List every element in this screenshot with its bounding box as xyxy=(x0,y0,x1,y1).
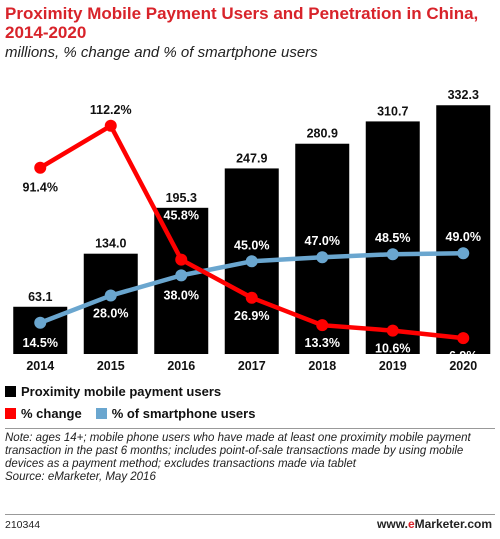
change-label-2019: 10.6% xyxy=(375,342,410,356)
legend-label-users: Proximity mobile payment users xyxy=(21,384,222,399)
change-point-2017 xyxy=(245,291,258,304)
smartphone-label-2016: 38.0% xyxy=(164,288,199,302)
chart-subtitle: millions, % change and % of smartphone u… xyxy=(5,44,318,61)
legend-item-smartphone: % of smartphone users xyxy=(95,406,256,421)
note-text: Note: ages 14+; mobile phone users who h… xyxy=(5,432,471,470)
legend-label-smartphone: % of smartphone users xyxy=(111,406,256,421)
bar-label-2020: 332.3 xyxy=(448,88,479,102)
change-point-2018 xyxy=(316,319,329,332)
change-label-2016: 45.8% xyxy=(164,209,199,223)
legend-item-users: Proximity mobile payment users xyxy=(5,384,221,399)
chart-note: Note: ages 14+; mobile phone users who h… xyxy=(5,432,495,484)
legend-swatch-change xyxy=(5,408,16,419)
bar-label-2015: 134.0 xyxy=(95,237,126,251)
legend-label-change: % change xyxy=(21,406,82,421)
x-tick-2020: 2020 xyxy=(449,359,477,373)
smartphone-point-2016 xyxy=(175,269,188,282)
legend-swatch-users xyxy=(5,386,16,397)
source-text: Source: eMarketer, May 2016 xyxy=(5,471,156,483)
divider-bottom xyxy=(5,514,495,515)
x-tick-2014: 2014 xyxy=(26,359,54,373)
change-point-2020 xyxy=(457,332,470,345)
smartphone-label-2018: 47.0% xyxy=(305,234,340,248)
change-label-2018: 13.3% xyxy=(305,336,340,350)
bar-label-2014: 63.1 xyxy=(28,290,52,304)
change-label-2014: 91.4% xyxy=(23,181,58,195)
x-tick-2015: 2015 xyxy=(97,359,125,373)
x-tick-2019: 2019 xyxy=(379,359,407,373)
change-label-2017: 26.9% xyxy=(234,309,269,323)
legend-row-1: Proximity mobile payment users xyxy=(5,384,235,399)
smartphone-point-2018 xyxy=(316,251,329,264)
bar-label-2018: 280.9 xyxy=(307,127,338,141)
x-tick-2018: 2018 xyxy=(308,359,336,373)
brand-mark: e xyxy=(407,517,415,531)
bar-label-2019: 310.7 xyxy=(377,104,408,118)
brand-logo: www.eMarketer.com xyxy=(377,517,492,531)
smartphone-label-2014: 14.5% xyxy=(23,336,58,350)
bar-2020 xyxy=(436,105,491,354)
smartphone-point-2020 xyxy=(457,247,470,260)
change-label-2020: 6.9% xyxy=(449,349,478,363)
bar-label-2017: 247.9 xyxy=(236,151,267,165)
legend-row-2: % change % of smartphone users xyxy=(5,406,269,421)
chart-title: Proximity Mobile Payment Users and Penet… xyxy=(5,4,479,42)
smartphone-label-2019: 48.5% xyxy=(375,231,410,245)
chart-id: 210344 xyxy=(5,519,41,531)
change-label-2015: 112.2% xyxy=(90,103,132,117)
brand-suffix: Marketer.com xyxy=(414,517,492,531)
change-point-2016 xyxy=(175,253,188,266)
change-point-2015 xyxy=(104,119,117,132)
change-point-2014 xyxy=(34,161,47,174)
legend-item-change: % change xyxy=(5,406,82,421)
smartphone-point-2017 xyxy=(245,255,258,268)
bar-2019 xyxy=(365,121,420,354)
legend-swatch-smartphone xyxy=(95,408,107,419)
smartphone-label-2015: 28.0% xyxy=(93,307,128,321)
brand-prefix: www. xyxy=(377,517,408,531)
x-tick-2017: 2017 xyxy=(238,359,266,373)
smartphone-point-2015 xyxy=(104,289,117,302)
x-tick-2016: 2016 xyxy=(167,359,195,373)
smartphone-point-2019 xyxy=(386,248,399,261)
smartphone-label-2020: 49.0% xyxy=(446,230,481,244)
smartphone-label-2017: 45.0% xyxy=(234,238,269,252)
combo-chart: 63.1 134.0 195.3 247.9 280.9 310.7 332.3 2014 20… xyxy=(13,88,491,373)
change-point-2019 xyxy=(386,324,399,337)
smartphone-point-2014 xyxy=(34,316,47,329)
divider-top xyxy=(5,428,495,429)
bar-label-2016: 195.3 xyxy=(166,191,197,205)
